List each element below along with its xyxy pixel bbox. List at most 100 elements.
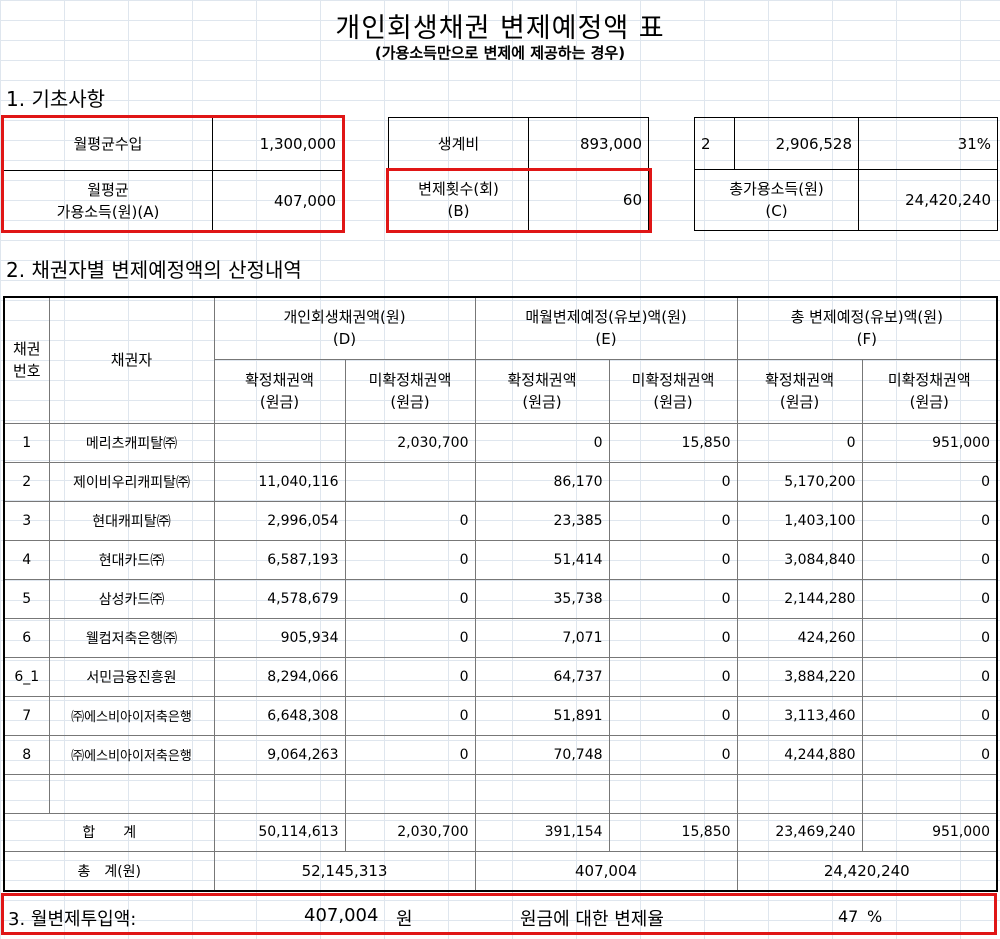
- section-creditors-heading: 2. 채권자별 변제예정액의 산정내역: [6, 258, 302, 282]
- cell-d-unconfirmed[interactable]: 0: [344, 656, 476, 697]
- cell-d-unconfirmed[interactable]: [344, 773, 476, 814]
- repayment-rate-value[interactable]: 47: [838, 907, 859, 926]
- cell-d-confirmed[interactable]: [213, 773, 346, 814]
- table-row: 6 웰컴저축은행㈜ 905,934 0 7,071 0 424,260 0: [3, 617, 998, 658]
- cell-f-confirmed[interactable]: 5,170,200: [736, 461, 863, 502]
- living-cost-value[interactable]: 893,000: [528, 117, 649, 170]
- cell-e-unconfirmed[interactable]: 0: [608, 656, 738, 697]
- cell-f-confirmed[interactable]: 2,144,280: [736, 578, 863, 619]
- cell-f-unconfirmed[interactable]: 0: [861, 656, 998, 697]
- cell-e-unconfirmed[interactable]: 0: [608, 578, 738, 619]
- cell-e-unconfirmed[interactable]: 0: [608, 695, 738, 736]
- sum-f-unconfirmed: 951,000: [861, 812, 998, 852]
- cell-e-unconfirmed[interactable]: 0: [608, 461, 738, 502]
- table-row: 8 ㈜에스비아이저축은행 9,064,263 0 70,748 0 4,244,…: [3, 734, 998, 775]
- header-claim-amount: 개인회생채권액(원) (D): [213, 296, 476, 360]
- cell-d-unconfirmed[interactable]: 0: [344, 617, 476, 658]
- cell-d-unconfirmed[interactable]: [344, 461, 476, 502]
- cell-f-confirmed[interactable]: 1,403,100: [736, 500, 863, 541]
- monthly-income-label: 월평균수입: [2, 116, 213, 171]
- creditor-name[interactable]: 현대캐피탈㈜: [48, 500, 215, 541]
- cell-d-confirmed[interactable]: 6,587,193: [213, 539, 346, 580]
- header-monthly-repayment: 매월변제예정(유보)액(원) (E): [474, 296, 738, 360]
- cell-e-confirmed[interactable]: 23,385: [474, 500, 610, 541]
- creditor-name[interactable]: 메리츠캐피탈㈜: [48, 422, 215, 463]
- cell-e-confirmed[interactable]: 35,738: [474, 578, 610, 619]
- cell-e-unconfirmed[interactable]: 15,850: [608, 422, 738, 463]
- repayment-count-value[interactable]: 60: [528, 169, 649, 231]
- cell-f-confirmed[interactable]: 3,884,220: [736, 656, 863, 697]
- grand-total-d: 52,145,313: [213, 850, 476, 892]
- cell-d-confirmed[interactable]: 4,578,679: [213, 578, 346, 619]
- cell-e-confirmed[interactable]: 7,071: [474, 617, 610, 658]
- cell-d-unconfirmed[interactable]: 0: [344, 695, 476, 736]
- cell-d-unconfirmed[interactable]: 0: [344, 578, 476, 619]
- cell-e-unconfirmed[interactable]: 0: [608, 500, 738, 541]
- grand-total-e: 407,004: [474, 850, 738, 892]
- total-disposable-label: 총가용소득(원) (C): [694, 169, 859, 231]
- cell-f-unconfirmed[interactable]: [861, 773, 998, 814]
- cell-f-unconfirmed[interactable]: 0: [861, 500, 998, 541]
- cell-f-unconfirmed[interactable]: 951,000: [861, 422, 998, 463]
- cell-d-confirmed[interactable]: [213, 422, 346, 463]
- cell-f-confirmed[interactable]: 424,260: [736, 617, 863, 658]
- creditor-name[interactable]: 서민금융진흥원: [48, 656, 215, 697]
- total-disposable-value[interactable]: 24,420,240: [858, 169, 998, 231]
- cell-e-confirmed[interactable]: 70,748: [474, 734, 610, 775]
- cell-d-confirmed[interactable]: 9,064,263: [213, 734, 346, 775]
- cell-f-unconfirmed[interactable]: 0: [861, 578, 998, 619]
- cell-d-confirmed[interactable]: 8,294,066: [213, 656, 346, 697]
- cell-f-unconfirmed[interactable]: 0: [861, 734, 998, 775]
- cell-d-unconfirmed[interactable]: 0: [344, 500, 476, 541]
- cell-f-confirmed[interactable]: 3,084,840: [736, 539, 863, 580]
- creditor-name[interactable]: 현대카드㈜: [48, 539, 215, 580]
- cell-e-confirmed[interactable]: [474, 773, 610, 814]
- cell-f-confirmed[interactable]: 3,113,460: [736, 695, 863, 736]
- section-basic-heading: 1. 기초사항: [6, 87, 106, 111]
- creditor-no: 2: [3, 461, 50, 502]
- sum-e-confirmed: 391,154: [474, 812, 610, 852]
- cell-e-confirmed[interactable]: 51,414: [474, 539, 610, 580]
- cell-e-unconfirmed[interactable]: 0: [608, 539, 738, 580]
- monthly-income-value[interactable]: 1,300,000: [212, 116, 344, 171]
- cell-d-unconfirmed[interactable]: 2,030,700: [344, 422, 476, 463]
- cell-e-confirmed[interactable]: 86,170: [474, 461, 610, 502]
- cell-f-confirmed[interactable]: 4,244,880: [736, 734, 863, 775]
- creditor-name[interactable]: [48, 773, 215, 814]
- creditor-name[interactable]: 웰컴저축은행㈜: [48, 617, 215, 658]
- cell-d-confirmed[interactable]: 2,996,054: [213, 500, 346, 541]
- cell-f-confirmed[interactable]: 0: [736, 422, 863, 463]
- creditor-name[interactable]: 삼성카드㈜: [48, 578, 215, 619]
- header-creditor-name: 채권자: [48, 296, 215, 424]
- creditor-no: 3: [3, 500, 50, 541]
- cell-d-confirmed[interactable]: 11,040,116: [213, 461, 346, 502]
- cell-f-unconfirmed[interactable]: 0: [861, 617, 998, 658]
- creditor-name[interactable]: ㈜에스비아이저축은행: [48, 695, 215, 736]
- total-income-box: 2 2,906,528 31% 총가용소득(원) (C) 24,420,240: [694, 117, 998, 231]
- disposable-income-value[interactable]: 407,000: [212, 170, 344, 232]
- sum-label: 합 계: [3, 812, 215, 852]
- header-d-unconfirmed: 미확정채권액 (원금): [344, 358, 476, 424]
- cell-d-confirmed[interactable]: 905,934: [213, 617, 346, 658]
- cell-e-unconfirmed[interactable]: 0: [608, 734, 738, 775]
- cell-f-unconfirmed[interactable]: 0: [861, 461, 998, 502]
- creditor-name[interactable]: ㈜에스비아이저축은행: [48, 734, 215, 775]
- cell-e-confirmed[interactable]: 51,891: [474, 695, 610, 736]
- sum-e-unconfirmed: 15,850: [608, 812, 738, 852]
- cell-e-unconfirmed[interactable]: 0: [608, 617, 738, 658]
- creditor-name[interactable]: 제이비우리캐피탈㈜: [48, 461, 215, 502]
- cell-e-confirmed[interactable]: 0: [474, 422, 610, 463]
- cell-d-confirmed[interactable]: 6,648,308: [213, 695, 346, 736]
- cell-f-unconfirmed[interactable]: 0: [861, 695, 998, 736]
- cell-f-unconfirmed[interactable]: 0: [861, 539, 998, 580]
- cell-d-unconfirmed[interactable]: 0: [344, 539, 476, 580]
- monthly-repayment-amount[interactable]: 407,004: [304, 905, 379, 926]
- monthly-repayment-box: 3. 월변제투입액: 407,004 원 원금에 대한 변제율 47 %: [1, 893, 997, 935]
- income-box: 월평균수입 1,300,000 월평균 가용소득(원)(A) 407,000: [1, 115, 345, 233]
- living-cost-box: 생계비 893,000 변제횟수(회) (B) 60: [388, 117, 649, 231]
- cell-d-unconfirmed[interactable]: 0: [344, 734, 476, 775]
- cell-e-unconfirmed[interactable]: [608, 773, 738, 814]
- table-row: 4 현대카드㈜ 6,587,193 0 51,414 0 3,084,840 0: [3, 539, 998, 580]
- cell-e-confirmed[interactable]: 64,737: [474, 656, 610, 697]
- cell-f-confirmed[interactable]: [736, 773, 863, 814]
